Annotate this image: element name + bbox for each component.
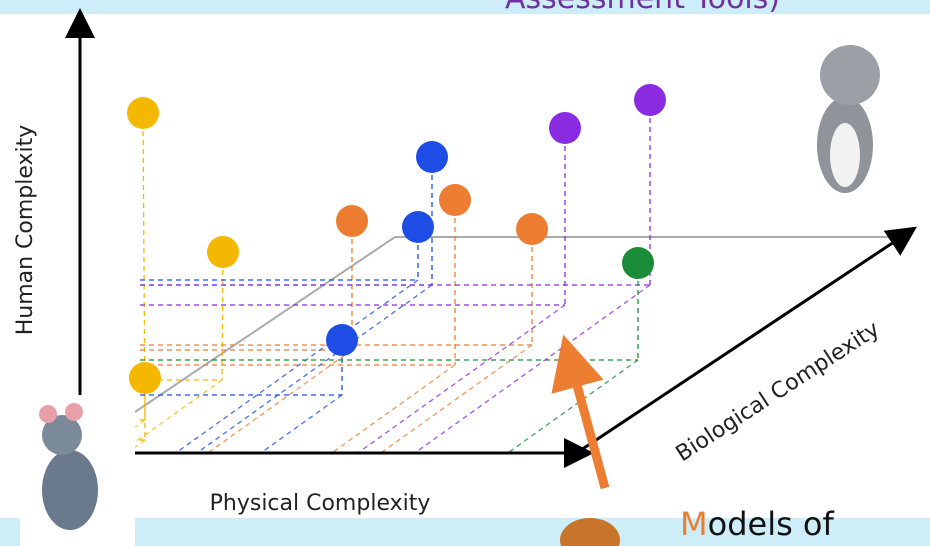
floor-line [260,394,343,454]
point [549,112,581,144]
mouse-head [560,518,620,546]
rat-ear [65,403,83,421]
rat-head [42,415,82,455]
pointer-arrow [551,334,610,490]
title: Assessment Tools) [505,0,780,16]
floor-line [119,379,223,454]
floor-line [357,304,566,454]
bar [655,518,930,546]
cat-belly [830,123,860,187]
axis-label: Physical Complexity [210,491,431,516]
point [634,84,666,116]
point [402,211,434,243]
rat-body [42,450,98,530]
floor-line [207,349,353,454]
point [336,205,368,237]
rat-ear [39,405,57,423]
floor-line [380,344,533,454]
point [129,362,161,394]
diagram [20,8,917,546]
caption-initial: M [680,505,708,543]
axis [577,226,917,454]
axis-label: Human Complexity [13,125,38,336]
point [622,247,654,279]
point [416,141,448,173]
point [326,324,358,356]
floor-line [414,284,651,454]
bar [135,518,515,546]
floor-line [331,364,456,454]
drop-line [221,251,224,381]
floor-line [196,284,433,454]
point [516,213,548,245]
panel [0,14,930,518]
floor-line [175,279,419,454]
caption-rest: odels of [708,505,835,543]
point [439,184,471,216]
cat-head [820,45,880,105]
point [127,97,159,129]
point [207,236,239,268]
caption: Models of [680,505,835,543]
